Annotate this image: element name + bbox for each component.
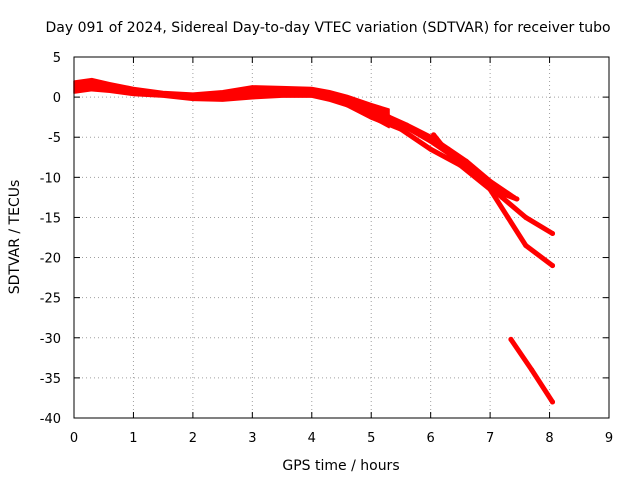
- data-point: [550, 263, 556, 269]
- data-point: [481, 181, 487, 187]
- data-point: [428, 138, 434, 144]
- data-point: [404, 125, 410, 131]
- data-point: [398, 126, 404, 132]
- y-tick-label: -25: [40, 292, 61, 307]
- data-band: [73, 77, 390, 129]
- data-point: [523, 214, 529, 220]
- data-point: [368, 114, 374, 120]
- data-point: [523, 243, 529, 249]
- y-tick-label: -10: [40, 171, 61, 186]
- data-series: [73, 77, 556, 405]
- data-point: [550, 399, 556, 405]
- y-tick-label: -15: [40, 211, 61, 226]
- data-point: [463, 166, 469, 172]
- x-tick-label: 6: [427, 431, 435, 446]
- y-axis-label: SDTVAR / TECUs: [7, 180, 23, 295]
- y-tick-label: -35: [40, 372, 61, 387]
- data-point: [431, 132, 437, 138]
- y-tick-label: 0: [53, 91, 61, 106]
- y-tick-label: 5: [53, 51, 61, 66]
- x-tick-label: 8: [545, 431, 553, 446]
- x-axis-label: GPS time / hours: [282, 458, 399, 474]
- data-point: [463, 158, 469, 164]
- x-tick-label: 1: [129, 431, 137, 446]
- y-tick-label: -40: [40, 412, 61, 427]
- data-track: [327, 93, 556, 236]
- data-point: [315, 90, 321, 96]
- data-track: [339, 99, 556, 269]
- x-tick-label: 5: [367, 431, 375, 446]
- x-tick-label: 0: [70, 431, 78, 446]
- chart-title: Day 091 of 2024, Sidereal Day-to-day VTE…: [45, 20, 610, 36]
- data-point: [446, 150, 451, 156]
- plot-frame: [73, 56, 610, 419]
- x-tick-label: 9: [605, 431, 613, 446]
- data-point: [505, 214, 511, 220]
- data-point: [339, 99, 344, 105]
- data-point: [550, 230, 556, 236]
- y-tick-label: -30: [40, 332, 61, 347]
- data-track: [431, 132, 520, 202]
- x-tick-label: 3: [248, 431, 256, 446]
- data-point: [428, 146, 434, 152]
- x-tick-label: 4: [308, 431, 316, 446]
- data-point: [514, 196, 520, 202]
- y-tick-label: -5: [48, 131, 61, 146]
- data-point: [508, 336, 514, 342]
- data-point: [327, 93, 333, 99]
- y-tick-label: -20: [40, 252, 61, 267]
- x-tick-label: 7: [486, 431, 494, 446]
- ticks: 0 1 2 3 4 5 6 7 8 9 5 0 -5 -10 -15 -20 -25 -30 -35 -40: [40, 51, 613, 446]
- data-point: [499, 190, 505, 196]
- data-point: [487, 178, 493, 184]
- data-point: [529, 367, 535, 373]
- x-tick-label: 2: [189, 431, 197, 446]
